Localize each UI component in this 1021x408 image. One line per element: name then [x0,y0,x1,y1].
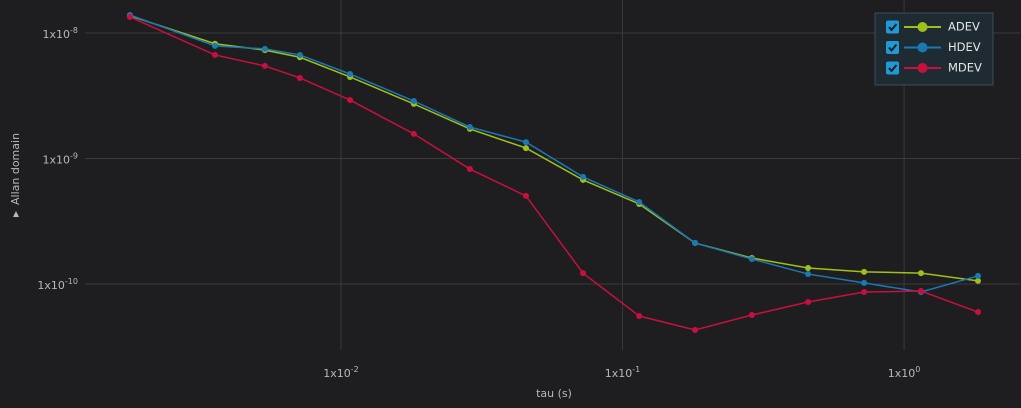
series-line [129,16,979,331]
legend-marker [917,22,928,32]
data-point [692,327,699,334]
tick-label-base: 1x10 [323,367,351,380]
data-point [917,288,924,295]
y-axis-title[interactable]: Allan domain [9,133,22,217]
data-point [212,51,219,58]
checkmark [888,43,898,53]
data-point [261,45,268,52]
tick-label-exponent: -2 [351,365,359,374]
tick-label: 1x10-1 [605,365,641,381]
data-point [347,97,354,104]
collapse-arrow[interactable] [13,211,19,217]
tick-label-base: 1x10 [888,367,916,380]
legend-item[interactable]: ADEV [886,20,980,34]
tick-label-base: 1x10 [37,279,65,292]
legend-label: HDEV [948,40,981,54]
data-point [126,13,133,20]
checkmark [888,64,898,73]
plot [126,11,981,334]
data-point [410,130,417,137]
data-point [861,279,868,286]
legend: ADEV HDEV MDEV [874,12,994,86]
data-point [805,271,812,278]
legend-item[interactable]: HDEV [886,40,981,54]
checkmark [888,23,898,32]
data-point [296,51,303,58]
legend-marker [917,63,928,73]
data-point [522,139,529,146]
tick-label-base: 1x10 [43,153,71,166]
legend-label: MDEV [948,61,982,75]
x-axis-label: tau (s) [536,387,572,400]
data-point [466,166,473,173]
data-point [636,199,643,206]
data-point [636,312,643,319]
tick-label-base: 1x10 [605,367,633,380]
data-point [861,289,868,296]
tick-label: 1x10-8 [43,25,79,41]
data-point [261,62,268,69]
data-point [580,270,587,277]
data-point [974,277,981,284]
data-point [522,145,529,152]
tick-label-exponent: -1 [632,365,640,374]
legend-label: ADEV [948,20,980,34]
tick-label: 1x10-9 [43,151,79,167]
data-point [748,256,755,263]
data-point [296,74,303,81]
data-point [974,272,981,279]
tick-label: 1x10-2 [323,365,359,381]
y-axis-label: Allan domain [9,133,22,205]
tick-label-exponent: -8 [70,25,78,34]
tick-label-base: 1x10 [43,28,71,41]
tick-label-exponent: -10 [65,276,78,285]
legend-marker [917,42,928,53]
data-point [805,265,812,272]
data-point [580,173,587,180]
series-line [129,14,979,293]
legend-checkbox[interactable] [886,41,899,54]
data-point [748,312,755,319]
data-point [917,270,924,277]
data-point [861,268,868,275]
legend-checkbox[interactable] [886,61,899,75]
data-point [347,70,354,77]
tick-label-exponent: 0 [915,365,920,374]
data-point [212,42,219,49]
data-point [522,192,529,199]
tick-label: 1x100 [888,365,921,381]
data-point [805,298,812,305]
series-line [129,15,979,282]
legend-checkbox[interactable] [886,20,899,34]
tick-label-exponent: -9 [70,151,78,160]
data-point [410,97,417,104]
tick-label: 1x10-10 [37,276,78,292]
data-point [692,240,699,247]
data-point [974,309,981,316]
legend-item[interactable]: MDEV [886,61,982,75]
data-point [466,124,473,131]
